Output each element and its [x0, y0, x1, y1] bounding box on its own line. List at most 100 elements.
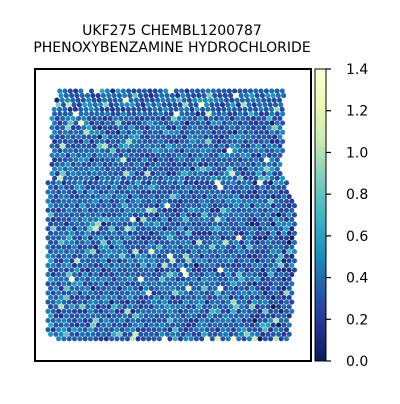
spot — [105, 120, 111, 126]
spot — [185, 203, 192, 209]
spot — [119, 198, 125, 204]
spot — [249, 194, 255, 200]
spot — [151, 299, 157, 305]
spot — [188, 235, 194, 241]
spot — [265, 239, 271, 246]
spot — [189, 129, 196, 135]
spot — [58, 93, 64, 99]
spot — [225, 189, 231, 195]
spot — [240, 134, 246, 140]
spot — [123, 152, 129, 158]
spot — [257, 198, 263, 204]
spot — [113, 102, 120, 108]
spot — [118, 143, 124, 149]
spot — [162, 189, 168, 195]
spot — [223, 230, 229, 236]
spot — [265, 230, 271, 236]
spot — [58, 194, 64, 200]
spot — [168, 129, 174, 135]
spot — [166, 161, 172, 167]
spot — [212, 221, 218, 227]
spot — [236, 244, 242, 250]
spot — [164, 221, 170, 227]
spot — [283, 226, 290, 232]
spot — [185, 313, 192, 319]
spot — [71, 308, 78, 314]
spot — [56, 281, 62, 287]
spot — [175, 93, 181, 99]
spot — [188, 272, 194, 278]
spot — [283, 272, 290, 278]
spot — [144, 134, 150, 140]
spot — [63, 267, 70, 273]
spot — [217, 267, 223, 273]
spot — [256, 143, 262, 149]
spot — [265, 194, 271, 200]
spot — [211, 166, 217, 172]
spot — [141, 106, 147, 112]
spot — [241, 290, 247, 296]
spot — [177, 235, 184, 241]
spot — [109, 244, 115, 250]
spot — [71, 299, 78, 305]
spot — [196, 285, 202, 291]
spot — [277, 171, 283, 177]
spot — [273, 262, 279, 268]
spot — [204, 272, 210, 278]
spot — [127, 331, 133, 337]
spot — [144, 143, 150, 149]
spot — [252, 189, 258, 195]
spot — [170, 331, 176, 337]
spot — [90, 184, 96, 190]
spot — [134, 125, 140, 131]
spot — [171, 115, 177, 122]
spot — [276, 230, 282, 236]
spot — [138, 285, 144, 291]
spot — [152, 138, 158, 145]
spot — [110, 175, 116, 181]
spot — [78, 120, 84, 126]
spot — [188, 102, 194, 108]
spot — [185, 194, 192, 200]
spot — [136, 166, 142, 172]
spot — [283, 327, 290, 333]
spot — [58, 294, 64, 301]
spot — [114, 308, 120, 314]
spot — [236, 226, 242, 232]
spot — [163, 120, 169, 126]
spot — [95, 322, 101, 328]
spot — [180, 184, 186, 190]
spot — [88, 88, 95, 94]
spot — [233, 331, 239, 337]
spot — [80, 97, 86, 103]
spot — [45, 189, 51, 195]
spot — [166, 152, 172, 158]
spot — [45, 281, 51, 287]
spot — [127, 258, 133, 264]
spot — [142, 175, 148, 181]
spot — [158, 148, 164, 154]
spot — [74, 304, 80, 310]
spot — [56, 198, 62, 204]
spot — [79, 267, 85, 273]
spot — [67, 175, 74, 181]
spot — [74, 212, 80, 218]
spot — [151, 226, 157, 232]
spot — [219, 102, 226, 108]
spot — [249, 184, 255, 190]
spot — [79, 285, 85, 291]
spot — [241, 235, 247, 241]
spot — [131, 120, 137, 126]
spot — [232, 129, 238, 135]
chart-title-line-1: UKF275 CHEMBL1200787 — [82, 23, 262, 39]
spot — [168, 120, 174, 126]
spot — [209, 216, 215, 223]
spot — [212, 285, 218, 291]
spot — [270, 212, 276, 218]
spot — [154, 276, 160, 282]
spot — [236, 272, 242, 278]
spot — [230, 262, 237, 268]
spot — [55, 102, 61, 108]
spot — [110, 88, 116, 94]
spot — [256, 125, 262, 131]
